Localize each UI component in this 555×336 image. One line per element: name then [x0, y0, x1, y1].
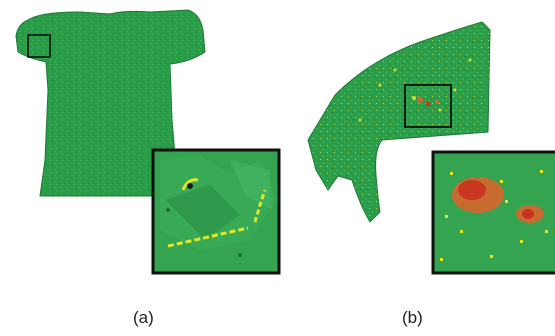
panel-a-zoom-marker [27, 34, 51, 58]
panel-b-caption: (b) [402, 308, 423, 327]
panel-a-caption: (a) [133, 308, 154, 327]
panel-b-mesh [307, 21, 491, 223]
panel-b-zoom-marker [404, 84, 452, 128]
panel-b-inset [431, 150, 555, 275]
panel-a-inset [151, 148, 281, 275]
